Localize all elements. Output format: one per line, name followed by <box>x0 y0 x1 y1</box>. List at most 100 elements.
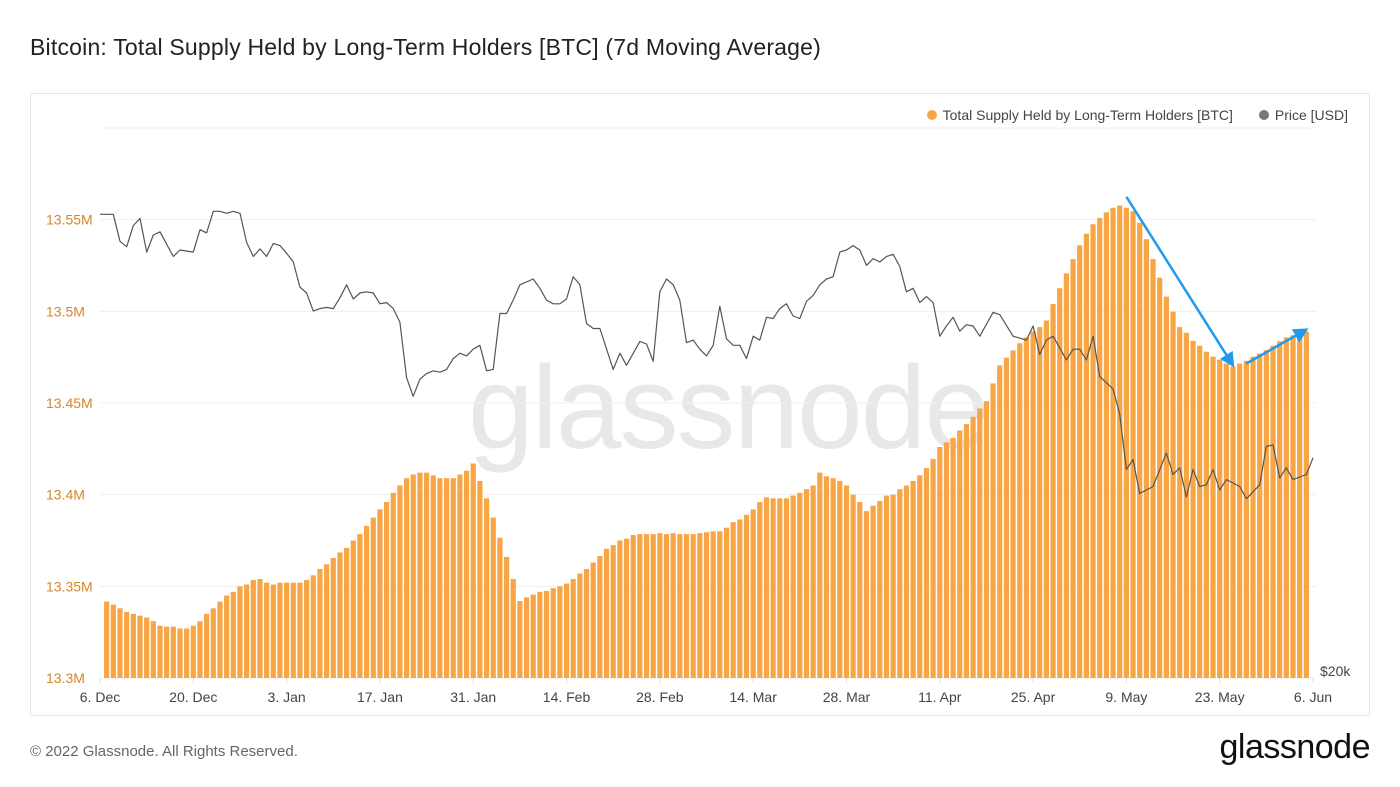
supply-bar <box>930 458 936 678</box>
supply-bar <box>1010 350 1016 678</box>
supply-bar <box>777 498 783 678</box>
supply-bar <box>403 478 410 678</box>
supply-bar <box>284 582 290 678</box>
supply-bar <box>550 588 556 678</box>
supply-bar <box>583 568 590 678</box>
x-tick-label: 28. Feb <box>636 689 684 705</box>
supply-bar <box>1077 245 1083 679</box>
supply-bar <box>790 495 796 678</box>
legend-item-price[interactable]: Price [USD] <box>1258 107 1348 123</box>
supply-bar <box>703 532 710 678</box>
supply-bar <box>950 437 956 678</box>
y-tick-label: 13.3M <box>46 670 85 686</box>
supply-bar <box>1097 217 1103 679</box>
supply-bar <box>610 545 616 678</box>
supply-bar <box>490 517 496 678</box>
supply-bar <box>397 485 403 678</box>
supply-bar <box>1037 327 1043 678</box>
supply-bar <box>770 498 776 678</box>
supply-bar <box>1137 222 1143 679</box>
supply-bar <box>1017 343 1023 678</box>
supply-bar <box>343 547 350 678</box>
price-series <box>100 210 1314 500</box>
supply-bar <box>670 533 676 678</box>
supply-bar <box>457 474 463 678</box>
supply-bar <box>623 538 630 678</box>
supply-bar <box>237 586 243 678</box>
supply-bar <box>170 626 176 678</box>
supply-bar <box>190 625 196 678</box>
supply-bar <box>497 537 503 678</box>
supply-bar <box>1063 273 1070 678</box>
x-tick-label: 17. Jan <box>357 689 403 705</box>
supply-bar <box>810 485 816 678</box>
supply-bar <box>430 475 436 678</box>
supply-bar <box>963 424 970 678</box>
legend: Total Supply Held by Long-Term Holders [… <box>926 107 1348 123</box>
supply-bar <box>290 582 296 678</box>
supply-bar <box>1170 311 1176 678</box>
supply-bar <box>1210 356 1216 678</box>
supply-bar <box>1297 334 1303 678</box>
supply-bar <box>1083 233 1089 679</box>
supply-bar <box>843 485 850 678</box>
legend-dot-price-icon <box>1258 110 1269 120</box>
supply-bar <box>210 608 216 678</box>
supply-bar <box>697 533 703 678</box>
supply-bar <box>277 582 283 678</box>
supply-bar <box>477 480 483 678</box>
supply-bar <box>324 564 330 678</box>
supply-bar <box>943 442 950 678</box>
supply-bar <box>910 480 916 678</box>
y-axis-right: $20k <box>1320 663 1351 679</box>
supply-bar <box>370 517 376 678</box>
supply-bar <box>217 601 223 678</box>
supply-bar <box>663 534 670 678</box>
x-tick-label: 25. Apr <box>1011 689 1056 705</box>
supply-bar <box>737 519 743 678</box>
supply-bar <box>383 502 390 678</box>
supply-bar <box>1150 259 1156 678</box>
supply-bar <box>410 474 416 678</box>
supply-bar <box>1197 345 1203 678</box>
supply-bar <box>1243 360 1249 678</box>
supply-bar <box>877 501 883 678</box>
supply-bar <box>1070 259 1076 678</box>
legend-dot-supply-icon <box>926 110 937 120</box>
supply-bar <box>304 579 310 678</box>
supply-bar <box>730 522 736 678</box>
supply-bar <box>1130 211 1136 678</box>
copyright: © 2022 Glassnode. All Rights Reserved. <box>30 743 298 760</box>
x-tick-label: 11. Apr <box>918 689 962 705</box>
supply-bar <box>157 625 163 678</box>
supply-bar <box>1277 341 1283 678</box>
supply-bar <box>463 470 470 678</box>
supply-bar <box>390 492 396 678</box>
supply-bar <box>563 583 570 678</box>
x-tick-label: 9. May <box>1105 689 1147 705</box>
supply-bar <box>1157 277 1163 678</box>
supply-bar <box>830 478 836 678</box>
supply-bar <box>197 621 203 678</box>
chart-title: Bitcoin: Total Supply Held by Long-Term … <box>30 34 822 60</box>
supply-bar <box>257 579 263 678</box>
supply-bar <box>837 480 843 678</box>
supply-bar <box>1190 340 1196 678</box>
supply-bar <box>117 608 123 678</box>
annotations <box>1125 196 1309 368</box>
legend-item-supply[interactable]: Total Supply Held by Long-Term Holders [… <box>926 107 1233 123</box>
supply-bar <box>104 601 110 678</box>
supply-bar <box>1103 212 1109 679</box>
supply-bar <box>450 478 456 678</box>
chart-frame <box>30 93 1370 716</box>
supply-bar <box>503 557 510 678</box>
supply-bars <box>104 205 1309 679</box>
x-tick-label: 31. Jan <box>450 689 496 705</box>
supply-bar <box>923 468 930 678</box>
x-tick-label: 6. Jun <box>1294 689 1332 705</box>
supply-bar <box>423 472 430 678</box>
supply-bar <box>1023 337 1030 678</box>
supply-bar <box>124 612 130 678</box>
supply-bar <box>750 509 756 678</box>
